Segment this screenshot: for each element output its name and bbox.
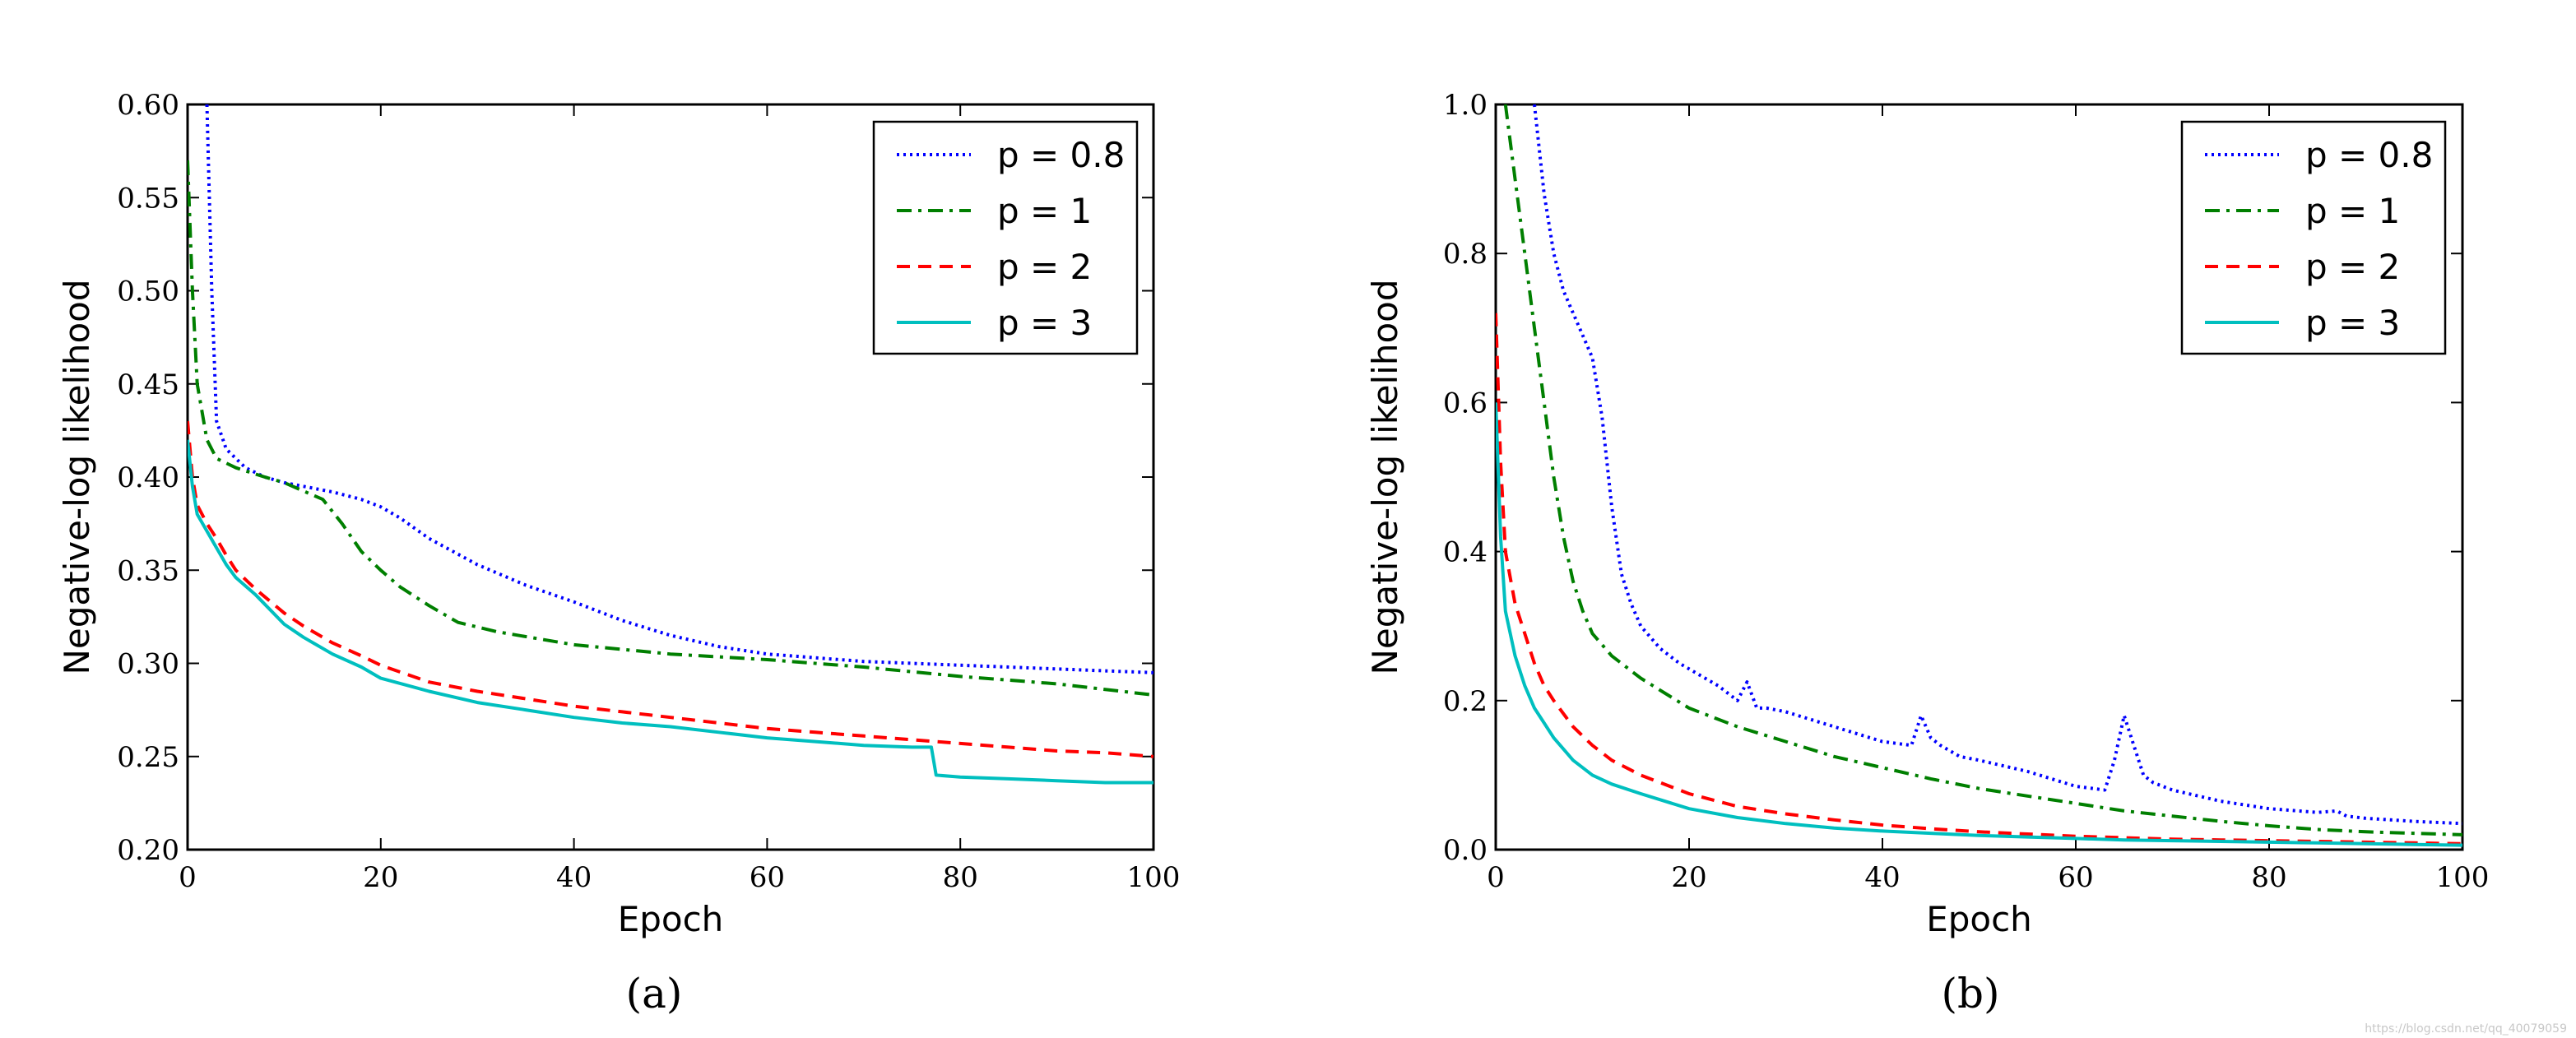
x-tick-label: 80 bbox=[943, 861, 978, 894]
series-line bbox=[1496, 402, 2462, 847]
legend-label: p = 0.8 bbox=[2305, 135, 2433, 175]
watermark-text: https://blog.csdn.net/qq_40079059 bbox=[2365, 1022, 2567, 1036]
legend: p = 0.8 p = 1 p = 2 p = 3 bbox=[872, 120, 1139, 355]
data-lines bbox=[1496, 104, 2462, 847]
y-tick-label: 0.8 bbox=[1443, 238, 1488, 271]
y-tick-label: 0.60 bbox=[117, 89, 179, 122]
x-tick-label: 20 bbox=[363, 861, 398, 894]
legend-box bbox=[2180, 120, 2447, 355]
y-tick-label: 0.6 bbox=[1443, 387, 1488, 419]
x-tick-label: 40 bbox=[1864, 861, 1900, 894]
y-tick-label: 0.45 bbox=[117, 368, 179, 401]
x-axis-label: Epoch bbox=[618, 899, 724, 939]
tick-marks bbox=[187, 104, 1154, 850]
series-line bbox=[1496, 313, 2462, 846]
y-tick-label: 0.50 bbox=[117, 276, 179, 308]
legend-label: p = 2 bbox=[997, 247, 1092, 287]
series-line bbox=[188, 420, 1153, 758]
x-tick-label: 0 bbox=[179, 861, 197, 894]
legend: p = 0.8 p = 1 p = 2 p = 3 bbox=[2180, 120, 2447, 355]
panel-a: 0 20 40 60 80 100 0.20 0.25 0.30 0.35 0.40 0.45 0.5… bbox=[57, 89, 1180, 1017]
series-line bbox=[1503, 104, 2462, 836]
legend-label: p = 1 bbox=[2305, 191, 2400, 231]
series-line bbox=[205, 104, 1153, 674]
y-tick-label: 0.2 bbox=[1443, 685, 1488, 718]
legend-label: p = 2 bbox=[2305, 247, 2400, 287]
legend-label: p = 1 bbox=[997, 191, 1092, 231]
panel-b: 0 20 40 60 80 100 0.00.20.40.60.81.0 p = 0.8p… bbox=[1365, 89, 2489, 1017]
legend-label: p = 3 bbox=[997, 303, 1092, 343]
y-tick-label: 0.55 bbox=[117, 182, 179, 215]
y-tick-label: 0.40 bbox=[117, 461, 179, 494]
x-tick-label: 40 bbox=[556, 861, 592, 894]
x-tick-label: 0 bbox=[1487, 861, 1505, 894]
legend-box bbox=[872, 120, 1139, 355]
y-tick-labels: 0.20 0.25 0.30 0.35 0.40 0.45 0.50 0.55 0.60 bbox=[117, 89, 179, 867]
x-tick-label: 20 bbox=[1671, 861, 1706, 894]
x-tick-label: 60 bbox=[2058, 861, 2093, 894]
y-tick-label: 0.20 bbox=[117, 834, 179, 867]
series-line bbox=[188, 439, 1153, 785]
x-tick-labels: 0 20 40 60 80 100 bbox=[179, 861, 1180, 894]
y-tick-label: 0.4 bbox=[1443, 536, 1488, 569]
x-tick-labels: 0 20 40 60 80 100 bbox=[1487, 861, 2489, 894]
series-line bbox=[188, 160, 1153, 697]
y-tick-label: 0.25 bbox=[117, 741, 179, 774]
panel-caption: (a) bbox=[626, 970, 683, 1017]
x-tick-label: 100 bbox=[1127, 861, 1181, 894]
y-axis-label: Negative-log likelihood bbox=[1365, 279, 1405, 674]
x-tick-label: 60 bbox=[750, 861, 785, 894]
x-axis-label: Epoch bbox=[1926, 899, 2032, 939]
legend-label: p = 3 bbox=[2305, 303, 2400, 343]
data-lines bbox=[188, 104, 1153, 785]
y-tick-label: 0.35 bbox=[117, 554, 179, 587]
y-tick-label: 0.30 bbox=[117, 648, 179, 681]
y-tick-label: 0.0 bbox=[1443, 834, 1488, 867]
y-tick-label: 1.0 bbox=[1443, 89, 1488, 122]
plot-frame bbox=[1494, 103, 2464, 851]
y-axis-label: Negative-log likelihood bbox=[57, 279, 97, 674]
y-tick-labels: 0.0 0.2 0.4 0.6 0.8 1.0 bbox=[1443, 89, 1488, 867]
legend-label: p = 0.8 bbox=[997, 135, 1125, 175]
x-tick-label: 100 bbox=[2436, 861, 2490, 894]
series-line bbox=[1533, 104, 2462, 826]
panel-caption: (b) bbox=[1941, 970, 1999, 1017]
x-tick-label: 80 bbox=[2251, 861, 2286, 894]
